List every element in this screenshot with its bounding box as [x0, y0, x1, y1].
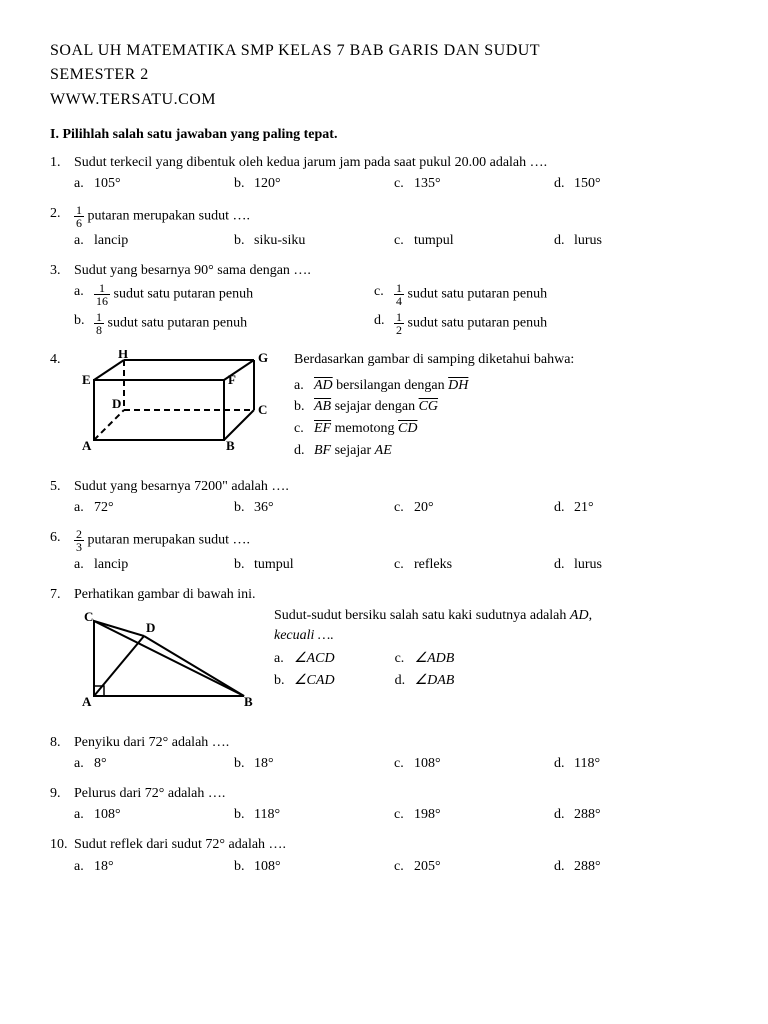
qnum: 9.: [50, 784, 74, 825]
q3-text: Sudut yang besarnya 90° sama dengan ….: [74, 261, 718, 281]
q10-text: Sudut reflek dari sudut 72° adalah ….: [74, 835, 718, 855]
question-8: 8. Penyiku dari 72° adalah …. a.8° b.18°…: [50, 733, 718, 774]
svg-text:E: E: [82, 372, 91, 387]
q2-opt-b: b.siku-siku: [234, 231, 394, 251]
q3-opt-c: c.14 sudut satu putaran penuh: [374, 282, 674, 307]
q4-opt-b: b.AB sejajar dengan CG: [294, 397, 574, 417]
q2-opt-c: c.tumpul: [394, 231, 554, 251]
question-10: 10. Sudut reflek dari sudut 72° adalah ……: [50, 835, 718, 876]
q10-opt-c: c.205°: [394, 857, 554, 877]
question-7: 7. Perhatikan gambar di bawah ini. C D A…: [50, 585, 718, 723]
q5-opt-b: b.36°: [234, 498, 394, 518]
q7-intro2: kecuali ….: [274, 626, 592, 646]
q6-opt-c: c.refleks: [394, 555, 554, 575]
q3-opt-b: b.18 sudut satu putaran penuh: [74, 311, 374, 336]
svg-text:D: D: [146, 620, 155, 635]
qnum: 7.: [50, 585, 74, 723]
svg-text:B: B: [226, 438, 235, 453]
q1-opt-c: c.135°: [394, 174, 554, 194]
q10-opt-b: b.108°: [234, 857, 394, 877]
q3-opt-d: d.12 sudut satu putaran penuh: [374, 311, 674, 336]
q6-text: 23 putaran merupakan sudut ….: [74, 528, 718, 553]
qnum: 5.: [50, 477, 74, 518]
q2-opt-d: d.lurus: [554, 231, 714, 251]
qnum: 6.: [50, 528, 74, 575]
qnum: 3.: [50, 261, 74, 341]
qnum: 10.: [50, 835, 74, 876]
svg-text:H: H: [118, 350, 128, 361]
q10-opt-a: a.18°: [74, 857, 234, 877]
q5-opt-d: d.21°: [554, 498, 714, 518]
svg-text:B: B: [244, 694, 253, 709]
q2-opt-a: a.lancip: [74, 231, 234, 251]
qnum: 8.: [50, 733, 74, 774]
q8-opt-c: c.108°: [394, 754, 554, 774]
q9-opt-c: c.198°: [394, 805, 554, 825]
q4-opt-c: c.EF memotong CD: [294, 419, 574, 439]
q10-opt-d: d.288°: [554, 857, 714, 877]
q4-opt-d: d.BF sejajar AE: [294, 441, 574, 461]
question-6: 6. 23 putaran merupakan sudut …. a.lanci…: [50, 528, 718, 575]
qnum: 4.: [50, 350, 74, 467]
question-5: 5. Sudut yang besarnya 7200" adalah …. a…: [50, 477, 718, 518]
q9-text: Pelurus dari 72° adalah ….: [74, 784, 718, 804]
q9-opt-b: b.118°: [234, 805, 394, 825]
question-4: 4.: [50, 350, 718, 467]
svg-text:G: G: [258, 350, 268, 365]
question-1: 1. Sudut terkecil yang dibentuk oleh ked…: [50, 153, 718, 194]
q4-opt-a: a.AD bersilangan dengan DH: [294, 376, 574, 396]
q7-text: Perhatikan gambar di bawah ini.: [74, 585, 718, 605]
svg-text:C: C: [84, 609, 93, 624]
q9-opt-a: a.108°: [74, 805, 234, 825]
svg-text:A: A: [82, 694, 92, 709]
svg-text:A: A: [82, 438, 92, 453]
question-2: 2. 16 putaran merupakan sudut …. a.lanci…: [50, 204, 718, 251]
header-line2: SEMESTER 2: [50, 64, 718, 86]
q7-intro: Sudut-sudut bersiku salah satu kaki sudu…: [274, 606, 592, 626]
q1-opt-a: a.105°: [74, 174, 234, 194]
q8-opt-b: b.18°: [234, 754, 394, 774]
section-instruction: I. Pilihlah salah satu jawaban yang pali…: [50, 125, 718, 145]
q1-text: Sudut terkecil yang dibentuk oleh kedua …: [74, 153, 718, 173]
q3-opt-a: a.116 sudut satu putaran penuh: [74, 282, 374, 307]
q2-text: 16 putaran merupakan sudut ….: [74, 204, 718, 229]
q6-opt-a: a.lancip: [74, 555, 234, 575]
header-line1: SOAL UH MATEMATIKA SMP KELAS 7 BAB GARIS…: [50, 40, 718, 62]
q8-opt-a: a.8°: [74, 754, 234, 774]
q6-opt-b: b.tumpul: [234, 555, 394, 575]
q7-opt-a: a.∠ACD: [274, 649, 335, 669]
qnum: 2.: [50, 204, 74, 251]
q4-intro: Berdasarkan gambar di samping diketahui …: [294, 350, 574, 370]
q6-opt-d: d.lurus: [554, 555, 714, 575]
q5-opt-a: a.72°: [74, 498, 234, 518]
q7-opt-d: d.∠DAB: [395, 671, 455, 691]
question-3: 3. Sudut yang besarnya 90° sama dengan ……: [50, 261, 718, 341]
qnum: 1.: [50, 153, 74, 194]
header-line3: WWW.TERSATU.COM: [50, 89, 718, 111]
q5-opt-c: c.20°: [394, 498, 554, 518]
q8-opt-d: d.118°: [554, 754, 714, 774]
q8-text: Penyiku dari 72° adalah ….: [74, 733, 718, 753]
q1-opt-b: b.120°: [234, 174, 394, 194]
svg-text:D: D: [112, 396, 121, 411]
q7-opt-b: b.∠CAD: [274, 671, 335, 691]
q7-opt-c: c.∠ADB: [395, 649, 455, 669]
svg-text:C: C: [258, 402, 267, 417]
svg-text:F: F: [228, 372, 236, 387]
q9-opt-d: d.288°: [554, 805, 714, 825]
question-9: 9. Pelurus dari 72° adalah …. a.108° b.1…: [50, 784, 718, 825]
q1-opt-d: d.150°: [554, 174, 714, 194]
q4-figure-cuboid: H G E F D C A B: [74, 350, 274, 467]
q5-text: Sudut yang besarnya 7200" adalah ….: [74, 477, 718, 497]
q7-figure-triangle: C D A B: [74, 606, 254, 723]
